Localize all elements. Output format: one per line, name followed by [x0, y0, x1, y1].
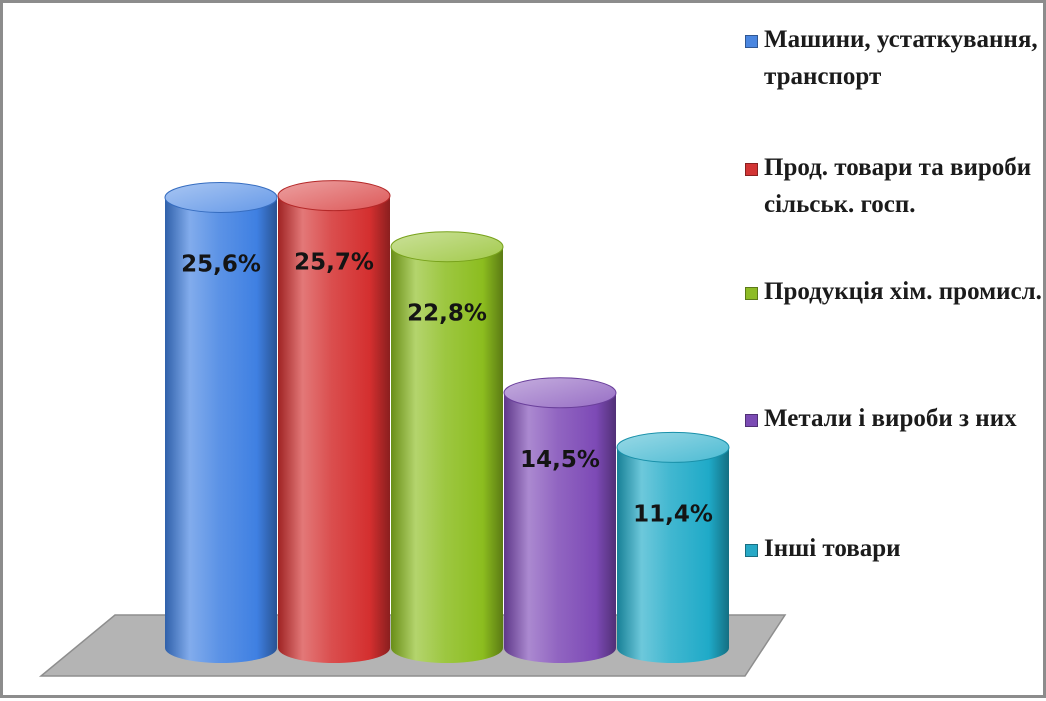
legend-label-chemicals: Продукція хім. промисл.: [743, 273, 1043, 310]
legend-item-metals: Метали і вироби з них: [743, 400, 1043, 437]
legend-item-machinery: Машини, устаткування, транспорт: [743, 21, 1043, 95]
data-label-machinery: 25,6%: [181, 251, 261, 277]
bar-body-other: [617, 447, 729, 663]
bar-chemicals: 22,8%: [391, 232, 503, 663]
chart-plot: 25,6% 25,7% 22,8% 14,5% 11,4%: [3, 3, 1046, 701]
bar-top-metals: [504, 378, 616, 408]
legend-label-food-agri: Прод. товари та вироби сільськ. госп.: [743, 149, 1043, 223]
legend-swatch-food-agri: [745, 163, 758, 176]
bar-top-chemicals: [391, 232, 503, 262]
data-label-food-agri: 25,7%: [294, 250, 374, 276]
legend-swatch-other: [745, 544, 758, 557]
legend-label-metals: Метали і вироби з них: [743, 400, 1043, 437]
legend-label-machinery: Машини, устаткування, транспорт: [743, 21, 1043, 95]
data-label-metals: 14,5%: [520, 447, 600, 473]
bar-body-metals: [504, 393, 616, 663]
legend-item-chemicals: Продукція хім. промисл.: [743, 273, 1043, 310]
legend-swatch-machinery: [745, 35, 758, 48]
bar-food-agri: 25,7%: [278, 181, 390, 663]
legend-swatch-metals: [745, 414, 758, 427]
bars-layer: 25,6% 25,7% 22,8% 14,5% 11,4%: [165, 181, 729, 663]
bar-top-food-agri: [278, 181, 390, 211]
bar-top-machinery: [165, 182, 277, 212]
data-label-chemicals: 22,8%: [407, 301, 487, 327]
legend-item-other: Інші товари: [743, 530, 1043, 567]
legend-swatch-chemicals: [745, 287, 758, 300]
data-label-other: 11,4%: [633, 501, 713, 527]
bar-machinery: 25,6%: [165, 182, 277, 663]
legend-label-other: Інші товари: [743, 530, 1043, 567]
bar-other: 11,4%: [617, 432, 729, 663]
legend-item-food-agri: Прод. товари та вироби сільськ. госп.: [743, 149, 1043, 223]
bar-metals: 14,5%: [504, 378, 616, 663]
bar-top-other: [617, 432, 729, 462]
